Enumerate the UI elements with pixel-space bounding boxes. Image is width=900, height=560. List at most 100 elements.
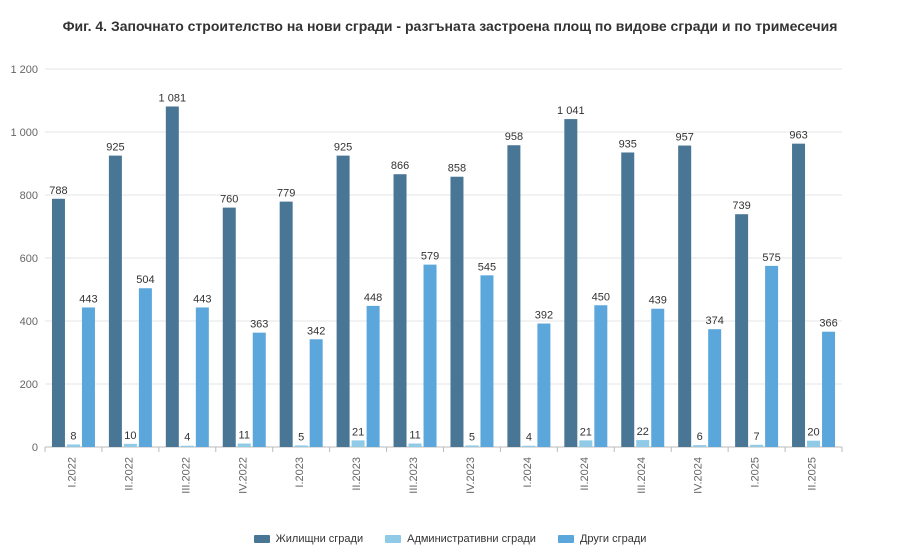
x-tick-label: III.2023 (408, 457, 420, 494)
x-tick-label: III.2024 (636, 457, 648, 494)
y-tick-label: 200 (20, 379, 38, 391)
chart-title: Фиг. 4. Започнато строителство на нови с… (62, 18, 838, 34)
bar (393, 174, 407, 447)
y-tick-label: 1 200 (10, 64, 38, 76)
data-label: 579 (421, 251, 439, 263)
bar (522, 445, 536, 447)
data-label: 1 081 (159, 92, 187, 104)
bar (708, 329, 722, 447)
y-tick-label: 800 (20, 190, 38, 202)
bar (507, 145, 521, 448)
bar (693, 445, 707, 447)
bar (195, 307, 209, 447)
bar (66, 444, 80, 447)
bar (123, 443, 137, 447)
bar (750, 444, 764, 447)
bar (579, 440, 593, 447)
data-label: 8 (70, 430, 76, 442)
data-label: 20 (807, 427, 819, 439)
data-label: 504 (136, 274, 154, 286)
data-label: 10 (124, 430, 136, 442)
x-tick-label: I.2022 (66, 457, 78, 488)
data-label: 935 (619, 138, 637, 150)
data-label: 963 (789, 130, 807, 142)
bar (279, 201, 293, 447)
data-label: 575 (762, 252, 780, 264)
bar (480, 275, 494, 447)
data-label: 11 (239, 430, 250, 442)
data-label: 866 (391, 160, 409, 172)
bar (678, 145, 692, 448)
data-label: 374 (705, 315, 723, 327)
bar (366, 305, 380, 447)
legend-swatch-residential (253, 535, 270, 543)
data-label: 443 (193, 293, 211, 305)
data-label: 439 (649, 295, 667, 307)
bar (180, 445, 194, 447)
data-label: 363 (250, 319, 268, 331)
legend-label-other: Други сгради (579, 533, 647, 545)
data-label: 779 (277, 188, 295, 200)
data-label: 4 (526, 432, 532, 444)
data-label: 392 (535, 310, 553, 322)
data-label: 6 (697, 431, 703, 443)
data-label: 925 (334, 142, 352, 154)
data-label: 448 (364, 292, 382, 304)
data-label: 7 (754, 431, 760, 443)
data-label: 366 (819, 318, 837, 330)
bar (792, 143, 806, 447)
data-label: 450 (592, 291, 610, 303)
data-label: 11 (409, 430, 420, 442)
bar (564, 119, 578, 448)
bar (450, 176, 464, 448)
data-label: 5 (469, 431, 475, 443)
x-tick-label: IV.2023 (465, 457, 477, 494)
bar (294, 445, 308, 447)
bar (252, 332, 266, 447)
x-tick-label: I.2024 (522, 457, 534, 488)
data-label: 545 (478, 261, 496, 273)
bar (138, 288, 152, 447)
data-label: 22 (637, 426, 649, 438)
data-label: 957 (675, 132, 693, 144)
bar (765, 265, 779, 447)
legend-item-administrative[interactable]: Административни сгради (385, 533, 536, 545)
bar (537, 323, 551, 447)
legend-item-other[interactable]: Други сгради (557, 533, 647, 545)
data-label: 21 (580, 426, 592, 438)
bar (423, 264, 437, 447)
data-label: 925 (106, 142, 124, 154)
data-label: 4 (184, 432, 190, 444)
bar (51, 198, 65, 447)
bar (822, 331, 836, 447)
bar (735, 214, 749, 447)
legend-swatch-other (557, 535, 574, 543)
bar (408, 443, 422, 447)
bar (636, 440, 650, 447)
data-label: 739 (732, 200, 750, 212)
x-tick-label: I.2025 (750, 457, 762, 488)
bar (651, 308, 665, 447)
data-label: 958 (505, 131, 523, 143)
legend-swatch-administrative (385, 535, 402, 543)
data-label: 788 (49, 185, 67, 197)
x-tick-label: I.2023 (294, 457, 306, 488)
y-tick-label: 400 (20, 316, 38, 328)
bar (108, 155, 122, 447)
bar (165, 106, 179, 448)
bar (594, 305, 608, 447)
bar (807, 440, 821, 447)
y-tick-label: 0 (32, 442, 38, 454)
x-tick-label: II.2022 (123, 457, 135, 491)
data-label: 5 (298, 431, 304, 443)
y-tick-label: 1 000 (10, 127, 38, 139)
bar (81, 307, 95, 447)
legend-item-residential[interactable]: Жилищни сгради (253, 533, 364, 545)
legend-label-administrative: Административни сгради (407, 533, 536, 545)
x-tick-label: II.2025 (807, 457, 819, 491)
data-label: 21 (352, 426, 364, 438)
data-label: 760 (220, 194, 238, 206)
bar (351, 440, 365, 447)
x-tick-label: III.2022 (180, 457, 192, 494)
legend-label-residential: Жилищни сгради (275, 533, 364, 545)
